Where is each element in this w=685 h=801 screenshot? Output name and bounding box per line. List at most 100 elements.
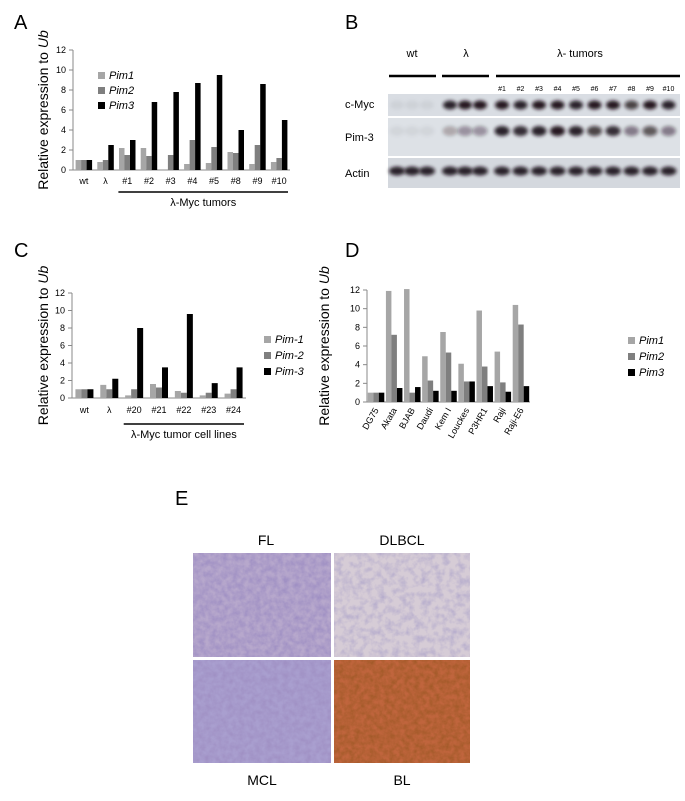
blot-band [389, 126, 405, 136]
blot-band [495, 100, 509, 110]
legend-swatch [264, 352, 271, 359]
bar [378, 392, 385, 402]
y-tick-label: 10 [55, 306, 65, 316]
y-tick-label: 0 [61, 165, 66, 175]
panel-letter-e: E [175, 488, 189, 510]
x-tick-label: #20 [127, 405, 142, 415]
blot-band [643, 100, 657, 110]
bar [216, 75, 223, 170]
bar [130, 140, 136, 170]
blot-band [623, 166, 640, 176]
bar [137, 328, 144, 398]
bar [469, 381, 475, 402]
bar [236, 367, 243, 398]
legend-swatch [98, 102, 105, 109]
blot-band [531, 126, 547, 136]
bar [131, 389, 138, 398]
bar [476, 310, 482, 402]
blot-band [419, 126, 435, 136]
blot-lane-label: #6 [591, 86, 599, 93]
legend-label: Pim-2 [275, 350, 304, 362]
blot-band [586, 166, 603, 176]
blot-group-label: λ [463, 48, 469, 60]
bar [440, 332, 446, 402]
bar [249, 164, 255, 170]
y-tick-label: 2 [61, 145, 66, 155]
bar [458, 363, 464, 402]
bar [186, 314, 193, 398]
blot-band [587, 126, 602, 136]
bar [174, 391, 181, 398]
bar [156, 387, 162, 398]
blot-band [512, 166, 529, 176]
blot-lane-label: #2 [517, 86, 525, 93]
y-tick-label: 0 [60, 393, 65, 403]
micro-label-mcl: MCL [247, 772, 277, 788]
blot-band [513, 126, 528, 136]
legend-label: Pim-3 [275, 366, 305, 378]
bar [180, 392, 187, 398]
blot-row-label: Pim-3 [345, 132, 374, 144]
blot-band [642, 166, 658, 176]
y-tick-label: 4 [355, 360, 360, 370]
blot-band [419, 166, 435, 176]
bar [367, 392, 374, 402]
x-tick-label: λ [107, 405, 112, 415]
x-tick-label: #5 [209, 176, 219, 186]
bar [254, 145, 261, 170]
legend-label: Pim1 [639, 335, 664, 347]
bar [276, 158, 282, 170]
blot-row-label: Actin [345, 168, 369, 180]
blot-band [624, 100, 639, 110]
blot-band [457, 126, 473, 136]
legend-label: Pim-1 [275, 334, 304, 346]
blot-band [661, 126, 676, 136]
blot-band [404, 126, 420, 136]
x-tick-label: wt [79, 405, 89, 415]
y-tick-label: 10 [56, 65, 66, 75]
blot-band [473, 100, 487, 110]
blot-lane-label: #9 [646, 86, 654, 93]
x-tick-label: #9 [252, 176, 262, 186]
bar [512, 304, 519, 402]
panel-letter-d: D [345, 240, 360, 262]
bar [199, 395, 206, 398]
blot-lane-label: #4 [554, 86, 562, 93]
blot-band [405, 100, 419, 110]
blot-band [568, 126, 584, 136]
legend-swatch [264, 336, 271, 343]
blot-band [389, 166, 405, 176]
bar [162, 367, 168, 398]
bar [146, 156, 152, 170]
bar [86, 160, 93, 170]
bar [125, 395, 132, 398]
bar [422, 356, 428, 402]
y-axis-label: Relative expression to Ub [35, 30, 51, 190]
bar [100, 384, 107, 398]
y-tick-label: 12 [56, 45, 66, 55]
y-tick-label: 2 [60, 376, 65, 386]
group-label: λ-Myc tumors [170, 197, 237, 209]
bar [102, 160, 109, 170]
panel-letter-a: A [14, 12, 28, 34]
y-tick-label: 6 [355, 341, 360, 351]
blot-band [443, 100, 457, 110]
group-label: λ-Myc tumor cell lines [131, 429, 237, 441]
bar [106, 389, 113, 398]
bar [140, 148, 147, 170]
y-tick-label: 12 [55, 288, 65, 298]
x-tick-label: #3 [166, 176, 176, 186]
bar [211, 383, 218, 398]
blot-band [605, 126, 621, 136]
y-tick-label: 8 [355, 322, 360, 332]
bar [427, 380, 434, 402]
blot-band [458, 100, 472, 110]
bar [396, 388, 403, 402]
legend-label: Pim2 [639, 351, 664, 363]
legend-swatch [264, 368, 271, 375]
bar [151, 102, 158, 170]
bar [184, 164, 190, 170]
